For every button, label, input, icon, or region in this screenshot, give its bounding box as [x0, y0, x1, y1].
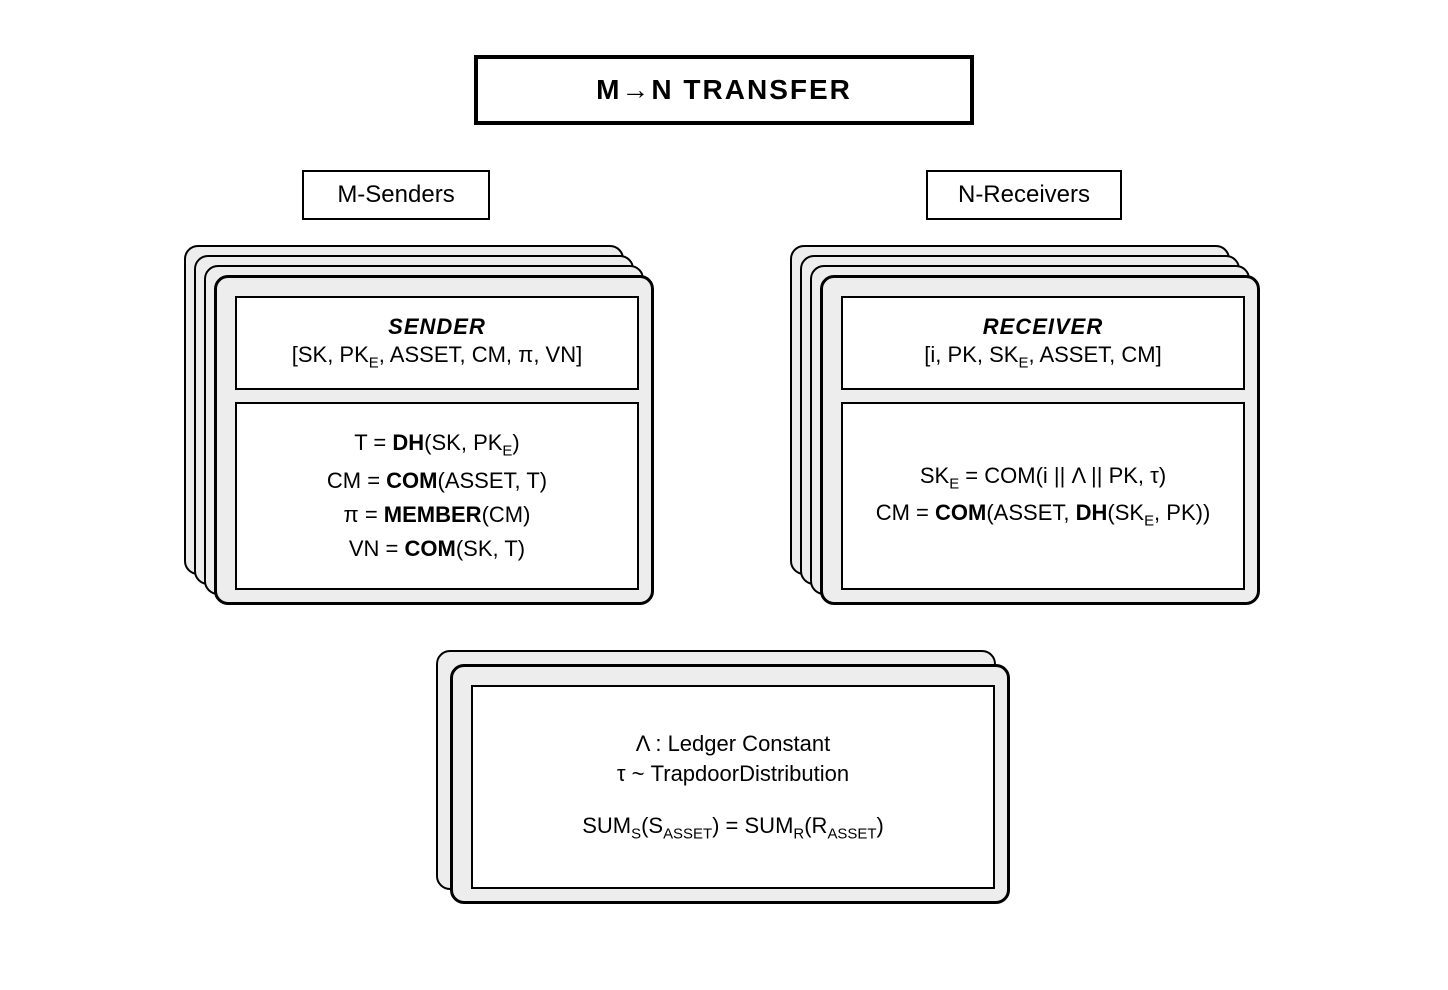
- receiver-header: RECEIVER [i, PK, SKE, ASSET, CM]: [841, 296, 1245, 390]
- sender-formulas: T = DH(SK, PKE) CM = COM(ASSET, T) π = M…: [235, 402, 639, 590]
- bottom-line: τ ~ TrapdoorDistribution: [473, 761, 993, 787]
- label-senders: M-Senders: [302, 170, 490, 220]
- label-receivers: N-Receivers: [926, 170, 1122, 220]
- receiver-formula: CM = COM(ASSET, DH(SKE, PK)): [843, 500, 1243, 529]
- sender-formula: T = DH(SK, PKE): [237, 430, 637, 459]
- diagram-canvas: M→N TRANSFER M-Senders N-Receivers SENDE…: [0, 0, 1448, 990]
- bottom-card: Λ : Ledger Constant τ ~ TrapdoorDistribu…: [450, 664, 1010, 904]
- sender-formula: VN = COM(SK, T): [237, 536, 637, 562]
- title-text: M→N TRANSFER: [596, 74, 852, 106]
- title-box: M→N TRANSFER: [474, 55, 974, 125]
- bottom-spacer: [473, 791, 993, 809]
- receivers-card-stack: RECEIVER [i, PK, SKE, ASSET, CM] SKE = C…: [790, 245, 1250, 595]
- sender-role-sub: [SK, PKE, ASSET, CM, π, VN]: [237, 342, 637, 371]
- receiver-formula: SKE = COM(i || Λ || PK, τ): [843, 463, 1243, 492]
- bottom-line: Λ : Ledger Constant: [473, 731, 993, 757]
- bottom-card-stack: Λ : Ledger Constant τ ~ TrapdoorDistribu…: [436, 650, 996, 898]
- sender-header: SENDER [SK, PKE, ASSET, CM, π, VN]: [235, 296, 639, 390]
- senders-card-stack: SENDER [SK, PKE, ASSET, CM, π, VN] T = D…: [184, 245, 644, 595]
- label-senders-text: M-Senders: [337, 181, 454, 209]
- bottom-content: Λ : Ledger Constant τ ~ TrapdoorDistribu…: [471, 685, 995, 889]
- receiver-formulas: SKE = COM(i || Λ || PK, τ) CM = COM(ASSE…: [841, 402, 1245, 590]
- sender-formula: π = MEMBER(CM): [237, 502, 637, 528]
- sender-card: SENDER [SK, PKE, ASSET, CM, π, VN] T = D…: [214, 275, 654, 605]
- receiver-card: RECEIVER [i, PK, SKE, ASSET, CM] SKE = C…: [820, 275, 1260, 605]
- sender-role: SENDER: [237, 314, 637, 340]
- bottom-line: SUMS(SASSET) = SUMR(RASSET): [473, 813, 993, 842]
- label-receivers-text: N-Receivers: [958, 181, 1090, 209]
- sender-formula: CM = COM(ASSET, T): [237, 468, 637, 494]
- receiver-role: RECEIVER: [843, 314, 1243, 340]
- receiver-role-sub: [i, PK, SKE, ASSET, CM]: [843, 342, 1243, 371]
